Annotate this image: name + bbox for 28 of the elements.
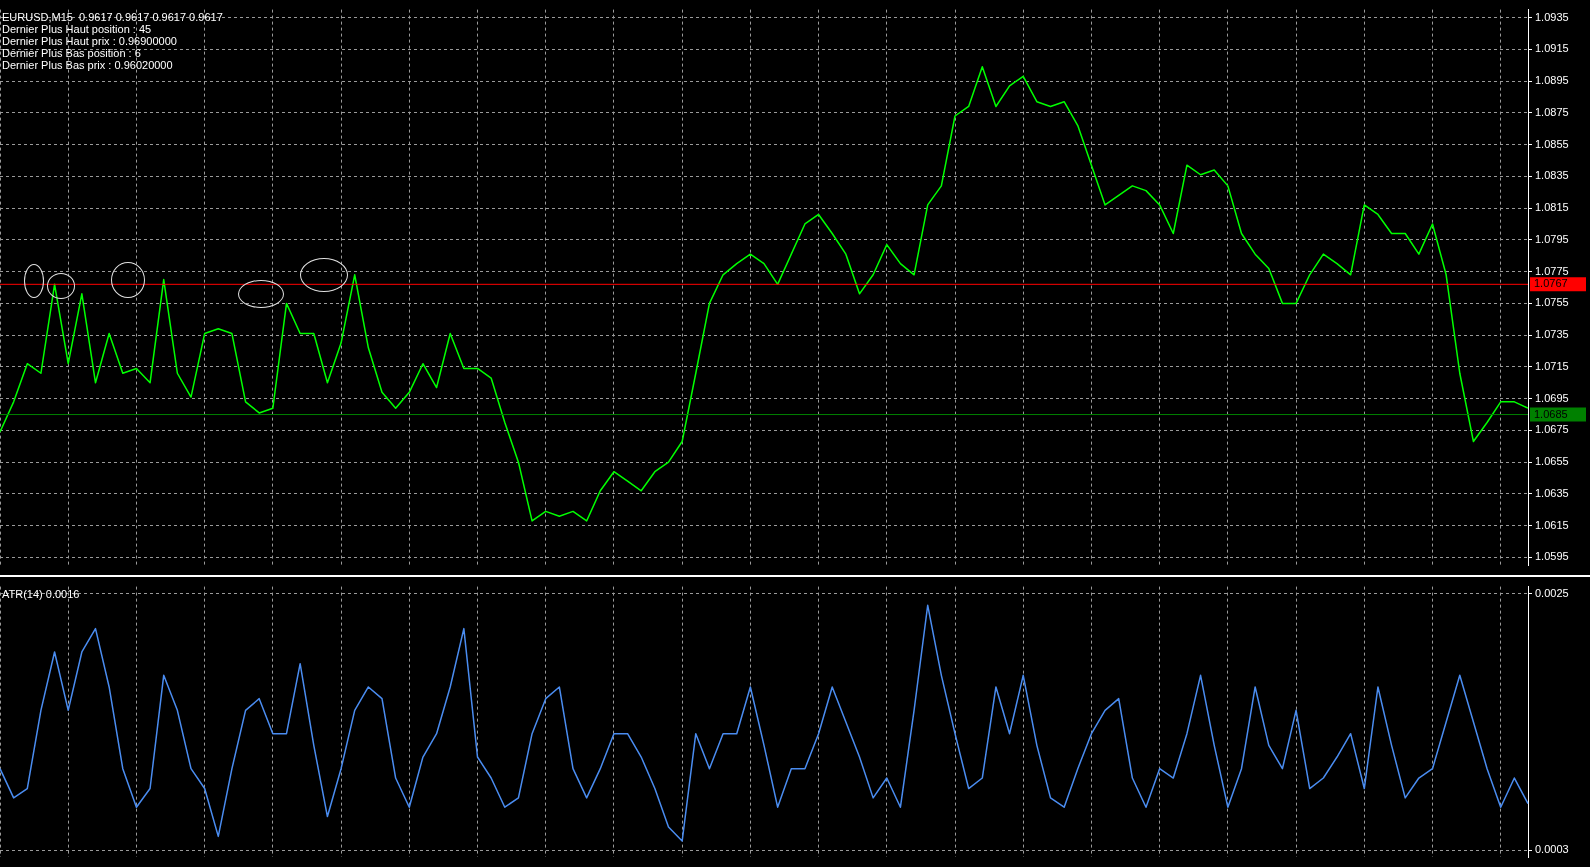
annotation: Dernier Plus Haut prix : 0.96900000 [2, 35, 177, 48]
y-tick-label: 1.0815 [1535, 201, 1569, 214]
y-tick-label: 1.0755 [1535, 296, 1569, 309]
y-tick-label: 1.0595 [1535, 550, 1569, 563]
annotation: Dernier Plus Bas position : 6 [2, 47, 141, 60]
y-tick-label: 1.0855 [1535, 137, 1569, 150]
chart-title: EURUSD,M15 0.9617 0.9617 0.9617 0.9617 [2, 11, 223, 24]
y-tick-label: 1.0935 [1535, 10, 1569, 23]
y-tick-label: 1.0795 [1535, 232, 1569, 245]
y-tick-label: 1.0675 [1535, 423, 1569, 436]
y-tick-label: 0.0003 [1535, 843, 1569, 856]
ref-line-label: 1.0685 [1534, 407, 1568, 420]
y-tick-label: 1.0635 [1535, 486, 1569, 499]
annotation: Dernier Plus Haut position : 45 [2, 23, 152, 36]
y-tick-label: 0.0025 [1535, 586, 1569, 599]
y-tick-label: 1.0735 [1535, 328, 1569, 341]
annotation: Dernier Plus Bas prix : 0.96020000 [2, 59, 173, 72]
y-tick-label: 1.0695 [1535, 391, 1569, 404]
y-tick-label: 1.0915 [1535, 42, 1569, 55]
ref-line-label: 1.0767 [1534, 277, 1568, 290]
y-tick-label: 1.0655 [1535, 455, 1569, 468]
y-tick-label: 1.0615 [1535, 518, 1569, 531]
y-tick-label: 1.0835 [1535, 169, 1569, 182]
chart-title: ATR(14) 0.0016 [2, 588, 80, 601]
y-tick-label: 1.0775 [1535, 264, 1569, 277]
y-tick-label: 1.0715 [1535, 359, 1569, 372]
y-tick-label: 1.0895 [1535, 74, 1569, 87]
y-tick-label: 1.0875 [1535, 105, 1569, 118]
